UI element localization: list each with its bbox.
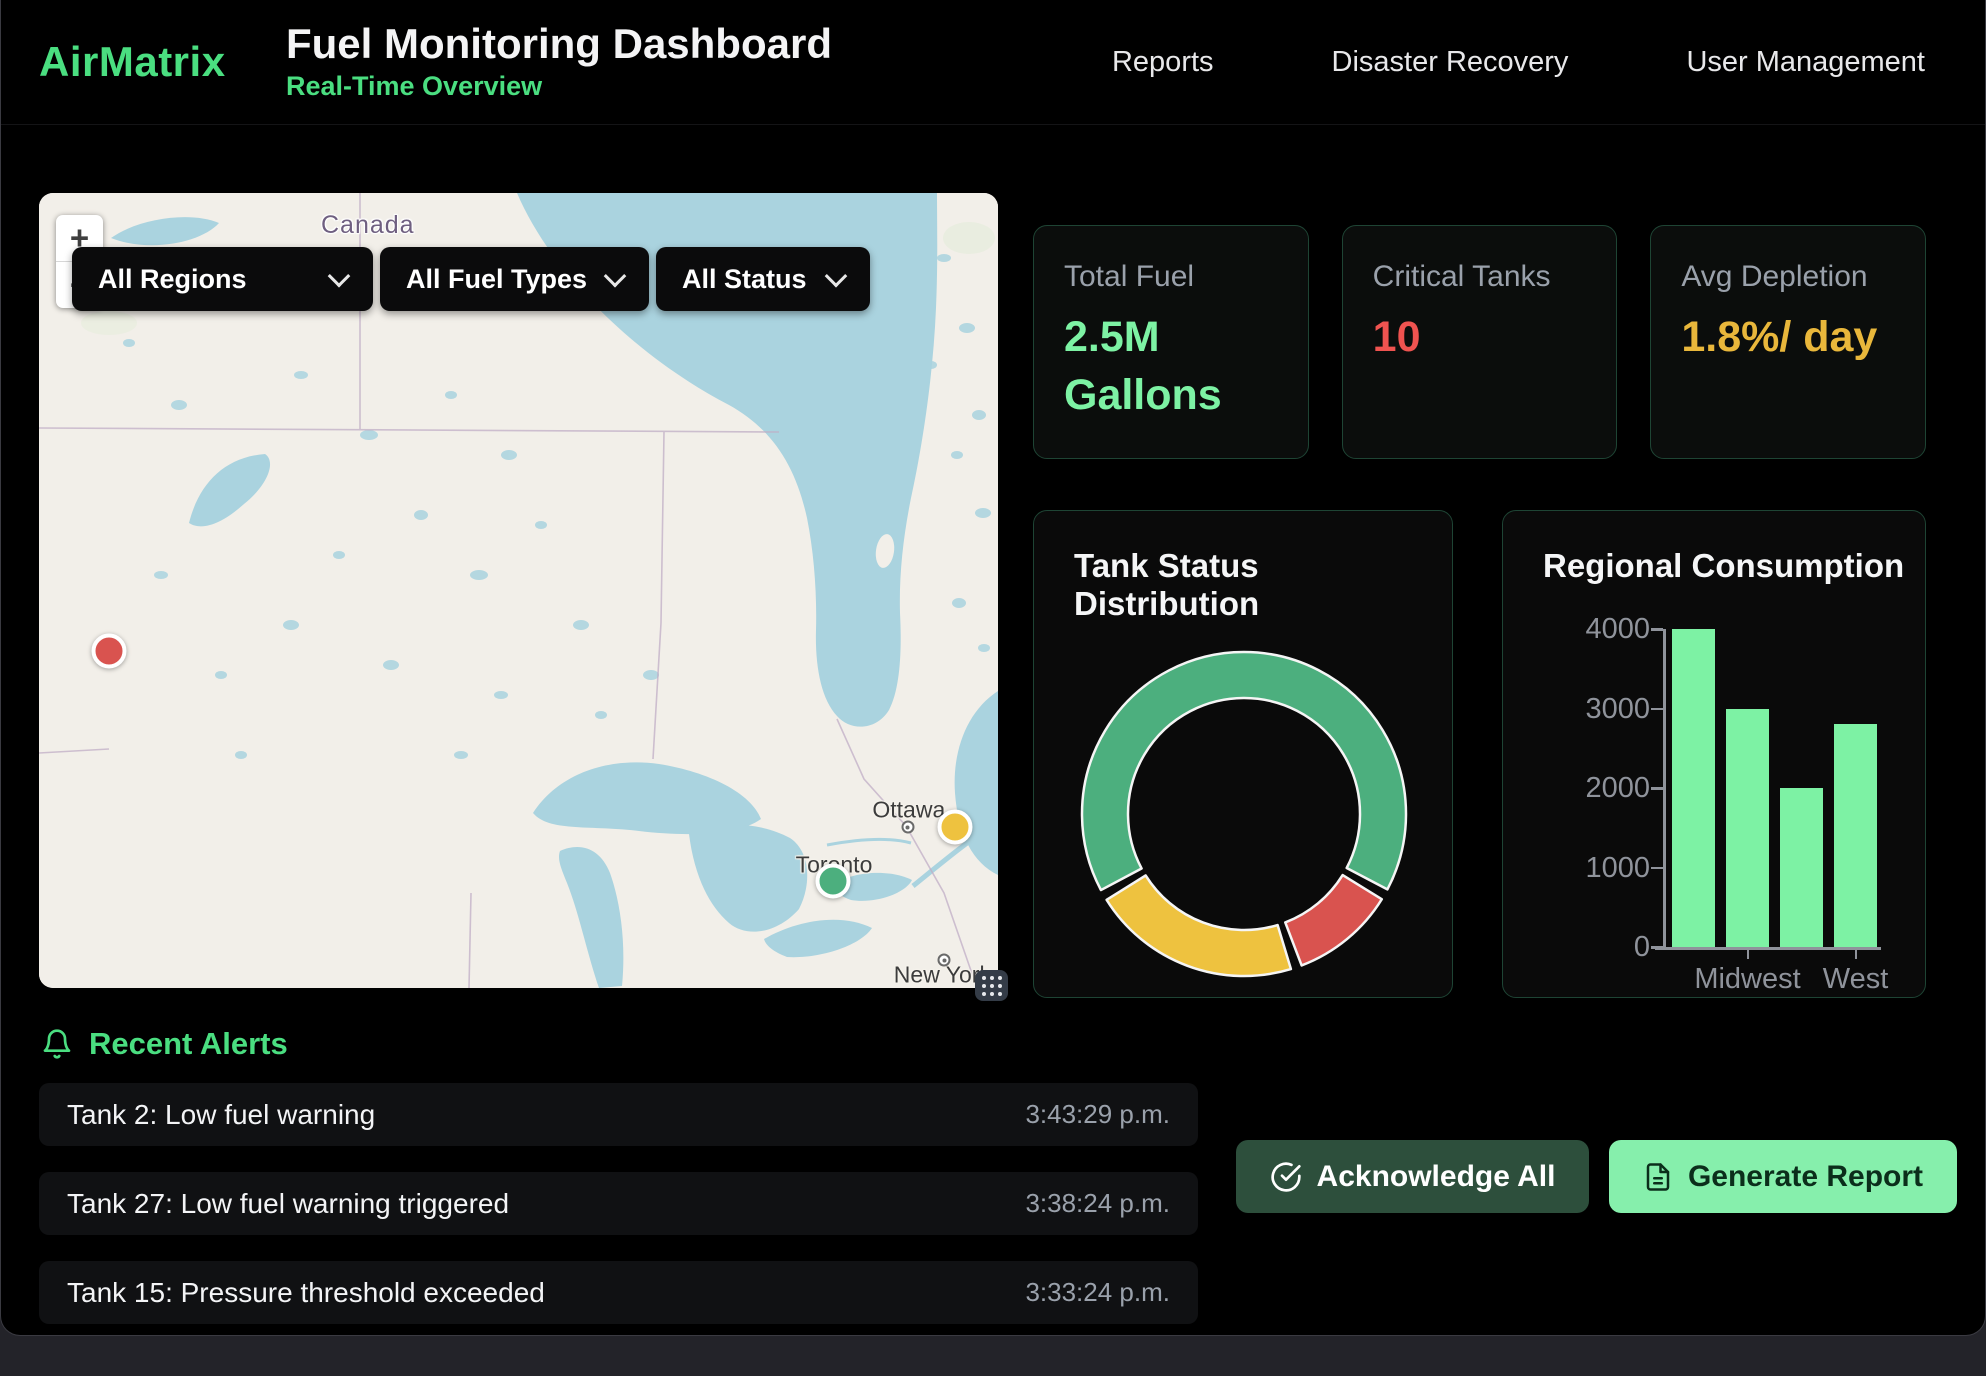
tank-status-title: Tank Status Distribution [1074, 547, 1452, 623]
alert-row[interactable]: Tank 27: Low fuel warning triggered 3:38:… [39, 1172, 1198, 1235]
map-label-canada: Canada [321, 211, 415, 240]
region-filter[interactable]: All Regions [72, 247, 373, 311]
bar-region-3 [1780, 788, 1823, 947]
y-tick-mark [1651, 867, 1663, 870]
chevron-down-icon [604, 265, 627, 288]
region-filter-value: All Regions [98, 264, 247, 295]
tank-marker-normal[interactable] [816, 863, 851, 898]
nav-item-reports[interactable]: Reports [1112, 46, 1214, 79]
alert-message: Tank 15: Pressure threshold exceeded [67, 1277, 545, 1309]
stat-card-critical-tanks: Critical Tanks 10 [1342, 225, 1618, 459]
donut-segment-critical [1285, 875, 1382, 965]
fuel-type-filter[interactable]: All Fuel Types [380, 247, 649, 311]
x-axis [1655, 947, 1881, 950]
stat-card-total-fuel: Total Fuel 2.5M Gallons [1033, 225, 1309, 459]
stat-value: 2.5M Gallons [1064, 308, 1278, 424]
y-tick-mark [1651, 628, 1663, 631]
x-tick-mark [1747, 949, 1750, 959]
y-tick-label: 2000 [1540, 772, 1650, 805]
nav-item-user-management[interactable]: User Management [1686, 46, 1925, 79]
town-dot-new-york [938, 954, 951, 967]
alert-row[interactable]: Tank 15: Pressure threshold exceeded 3:33… [39, 1261, 1198, 1324]
acknowledge-all-button[interactable]: Acknowledge All [1236, 1140, 1589, 1213]
status-filter[interactable]: All Status [656, 247, 870, 311]
y-tick-label: 1000 [1540, 852, 1650, 885]
nav-item-disaster-recovery[interactable]: Disaster Recovery [1332, 46, 1569, 79]
alert-row[interactable]: Tank 2: Low fuel warning 3:43:29 p.m. [39, 1083, 1198, 1146]
map-container: Canada OttawaTorontoNew York + − All Reg… [39, 193, 998, 988]
tank-marker-critical[interactable] [92, 633, 127, 668]
stat-value: 1.8%/ day [1681, 308, 1895, 366]
check-circle-icon [1270, 1161, 1302, 1193]
chevron-down-icon [825, 265, 848, 288]
stat-card-avg-depletion: Avg Depletion 1.8%/ day [1650, 225, 1926, 459]
donut-segment-normal [1082, 652, 1406, 890]
brand-logo[interactable]: AirMatrix [39, 38, 274, 86]
y-tick-label: 3000 [1540, 693, 1650, 726]
stat-label: Total Fuel [1064, 260, 1278, 294]
alert-timestamp: 3:43:29 p.m. [1025, 1099, 1170, 1130]
y-tick-label: 0 [1540, 931, 1650, 964]
fuel-type-filter-value: All Fuel Types [406, 264, 587, 295]
generate-report-button[interactable]: Generate Report [1609, 1140, 1957, 1213]
status-filter-value: All Status [682, 264, 807, 295]
y-tick-mark [1651, 946, 1663, 949]
alert-timestamp: 3:38:24 p.m. [1025, 1188, 1170, 1219]
donut-segment-warning [1107, 875, 1291, 976]
regional-consumption-bar-chart: 0 1000 2000 3000 4000 Midwest West [1503, 511, 1925, 997]
page-title: Fuel Monitoring Dashboard [286, 22, 832, 66]
bar-west [1834, 724, 1877, 947]
x-tick-mark [1855, 949, 1858, 959]
alert-timestamp: 3:33:24 p.m. [1025, 1277, 1170, 1308]
stat-cards: Total Fuel 2.5M Gallons Critical Tanks 10 Av… [1033, 225, 1926, 459]
bell-icon [41, 1028, 73, 1060]
y-axis [1663, 629, 1666, 947]
town-dot-ottawa [901, 821, 914, 834]
bar-region-1 [1672, 629, 1715, 947]
stat-label: Avg Depletion [1681, 260, 1895, 294]
tank-status-card: Tank Status Distribution [1033, 510, 1453, 998]
alert-message: Tank 27: Low fuel warning triggered [67, 1188, 509, 1220]
stat-label: Critical Tanks [1373, 260, 1587, 294]
title-block: Fuel Monitoring Dashboard Real-Time Over… [286, 22, 832, 102]
x-tick-label-midwest: Midwest [1694, 963, 1800, 996]
y-tick-mark [1651, 708, 1663, 711]
page-subtitle: Real-Time Overview [286, 71, 832, 102]
alerts-title: Recent Alerts [89, 1026, 288, 1062]
alerts-header: Recent Alerts [41, 1026, 288, 1062]
x-tick-label-west: West [1823, 963, 1889, 996]
regional-consumption-card: Regional Consumption 01000200030004000Mi… [1502, 510, 1926, 998]
tank-marker-warning[interactable] [937, 810, 972, 845]
y-tick-mark [1651, 787, 1663, 790]
app-header: AirMatrix Fuel Monitoring Dashboard Real… [1, 0, 1985, 125]
acknowledge-all-label: Acknowledge All [1317, 1160, 1556, 1194]
map-label-ottawa: Ottawa [872, 796, 945, 823]
report-document-icon [1643, 1162, 1673, 1192]
map-canvas[interactable]: Canada OttawaTorontoNew York + − All Reg… [39, 193, 998, 988]
dashboard-root: AirMatrix Fuel Monitoring Dashboard Real… [0, 0, 1986, 1336]
stat-value: 10 [1373, 308, 1587, 366]
tank-status-donut-chart [1072, 642, 1416, 986]
generate-report-label: Generate Report [1688, 1160, 1923, 1194]
map-filter-bar: All Regions All Fuel Types All Status [72, 247, 870, 311]
chevron-down-icon [328, 265, 351, 288]
main-nav: Reports Disaster Recovery User Management [1112, 0, 1925, 124]
bar-midwest [1726, 709, 1769, 948]
map-resize-handle[interactable] [975, 970, 1008, 1001]
y-tick-label: 4000 [1540, 613, 1650, 646]
alert-message: Tank 2: Low fuel warning [67, 1099, 375, 1131]
